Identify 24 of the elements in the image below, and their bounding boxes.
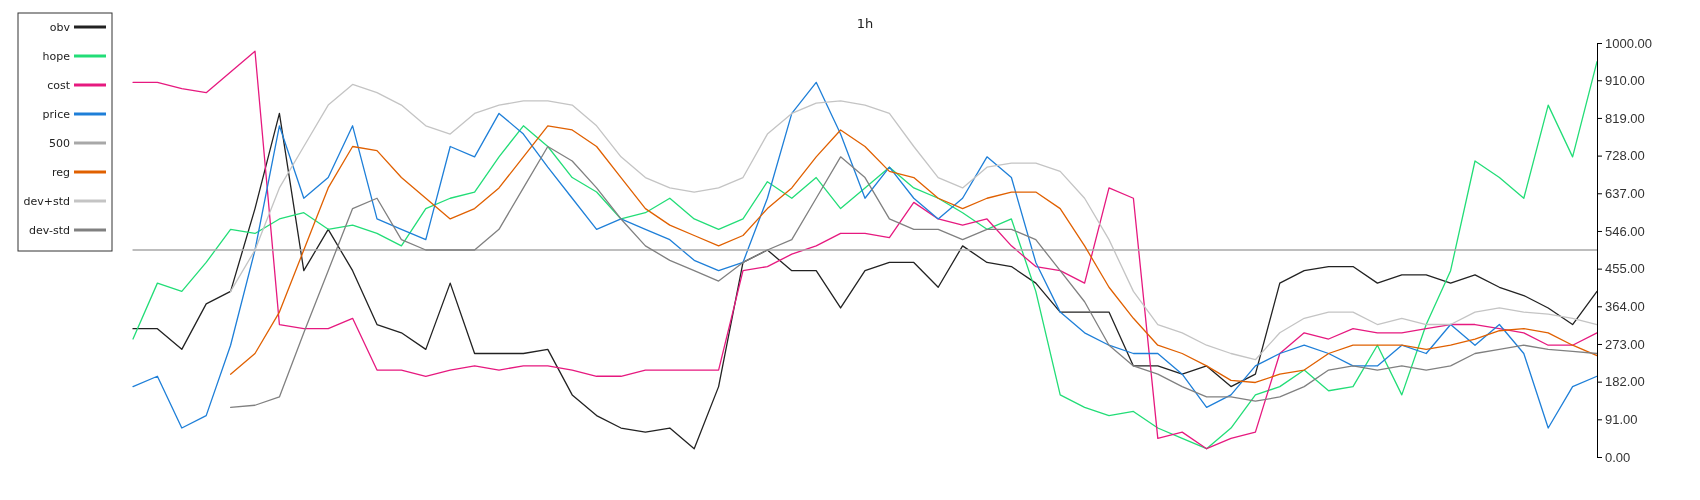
legend-label: hope	[42, 49, 71, 63]
line-series	[229, 125, 1598, 384]
y-tick-label: 910.00	[1605, 72, 1645, 88]
y-tick-label: 273.00	[1605, 336, 1645, 352]
y-tick-label: 364.00	[1605, 298, 1645, 314]
line-series	[229, 145, 1598, 408]
y-tick-label: 455.00	[1605, 261, 1645, 277]
legend-label: 500	[49, 136, 70, 150]
y-tick-label: 0.00	[1605, 449, 1631, 465]
legend-label: obv	[49, 20, 71, 34]
y-tick-label: 1000.00	[1605, 35, 1652, 51]
legend-label: dev+std	[23, 194, 70, 208]
y-tick-label: 182.00	[1605, 374, 1645, 390]
legend-label: price	[42, 107, 71, 121]
y-tick-label: 546.00	[1605, 223, 1645, 239]
y-tick-label: 91.00	[1605, 411, 1638, 427]
legend-label: cost	[47, 78, 71, 92]
y-tick-label: 728.00	[1605, 148, 1645, 164]
legend-label: dev-std	[29, 223, 70, 237]
legend-label: reg	[51, 165, 70, 179]
y-tick-label: 637.00	[1605, 185, 1645, 201]
line-series	[229, 83, 1598, 361]
chart-title: 1h	[856, 16, 874, 31]
y-tick-label: 819.00	[1605, 110, 1645, 126]
